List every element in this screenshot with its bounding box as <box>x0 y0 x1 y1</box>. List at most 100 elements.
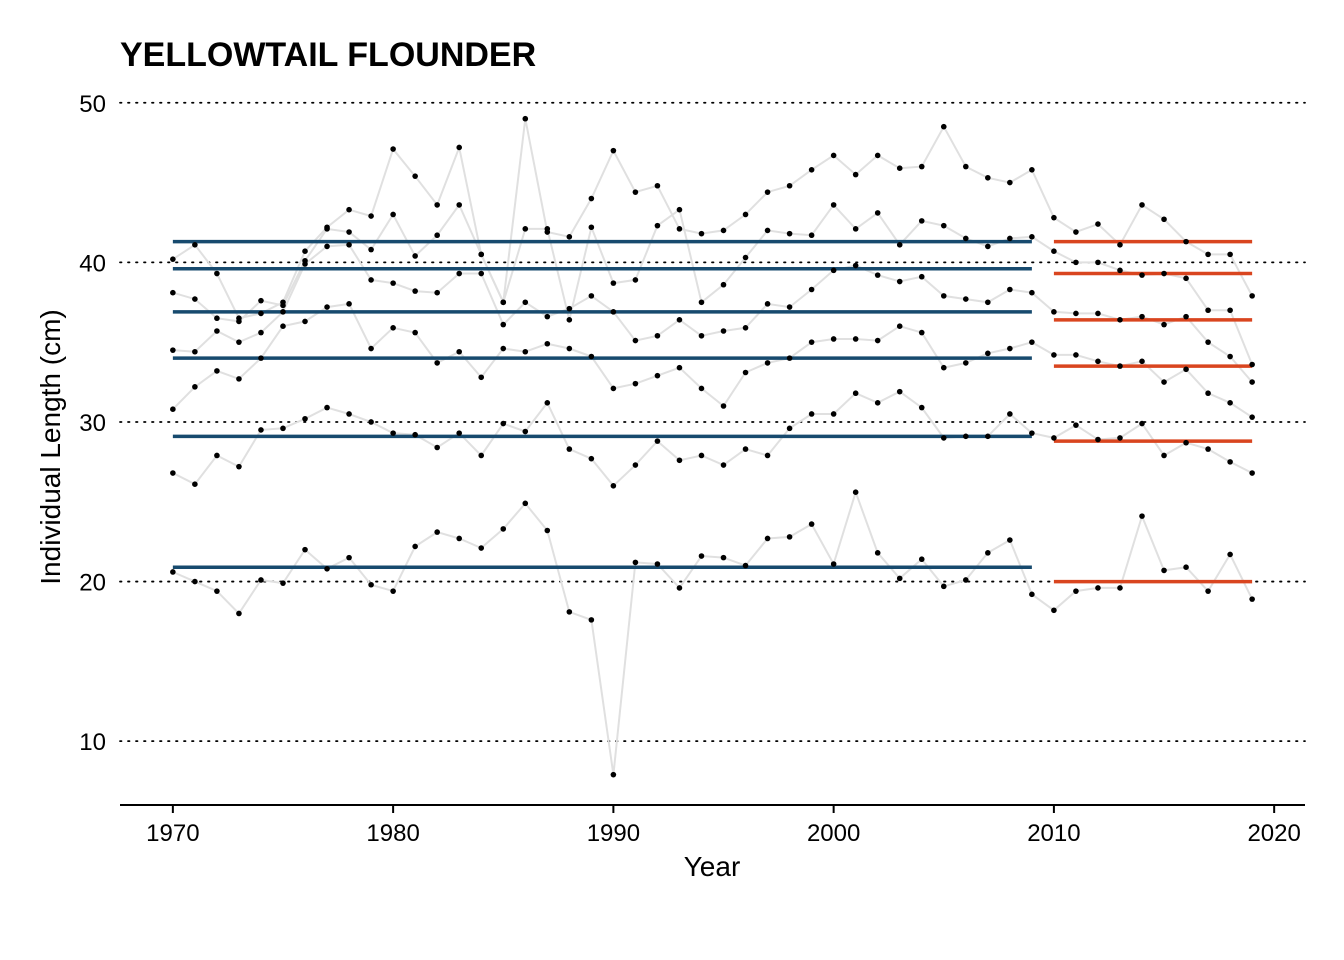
data-point-4-29 <box>808 232 815 239</box>
y-axis-label: Individual Length (cm) <box>35 309 66 584</box>
data-point-0-6 <box>302 546 308 553</box>
y-tick-label-1: 20 <box>79 570 106 597</box>
data-point-4-18 <box>566 317 573 323</box>
data-point-4-47 <box>1205 307 1211 314</box>
data-point-2-25 <box>720 403 727 409</box>
data-point-5-17 <box>544 229 551 235</box>
data-point-3-29 <box>808 286 815 293</box>
data-point-1-9 <box>368 419 374 425</box>
data-point-3-23 <box>676 317 683 323</box>
data-point-0-27 <box>764 535 771 542</box>
data-point-2-38 <box>1007 345 1013 352</box>
x-tick-label-4: 2010 <box>1027 820 1080 847</box>
data-point-1-19 <box>588 455 595 462</box>
data-point-2-37 <box>985 350 991 357</box>
data-point-0-34 <box>918 556 925 563</box>
data-point-2-5 <box>280 323 286 330</box>
data-point-2-4 <box>258 355 264 361</box>
data-point-0-7 <box>324 565 330 572</box>
data-point-4-36 <box>962 235 969 242</box>
data-point-1-37 <box>985 433 991 440</box>
data-point-2-9 <box>368 345 374 352</box>
data-point-1-41 <box>1073 422 1079 428</box>
data-point-3-48 <box>1227 353 1233 360</box>
series-line-0 <box>172 489 1253 775</box>
y-tick-label-0: 10 <box>79 729 106 756</box>
data-point-0-19 <box>588 617 595 623</box>
data-point-3-2 <box>214 328 220 334</box>
data-point-1-13 <box>456 430 463 436</box>
data-point-5-42 <box>1095 221 1101 227</box>
data-point-5-6 <box>302 248 308 254</box>
data-point-5-43 <box>1117 242 1123 248</box>
data-point-1-34 <box>918 404 925 411</box>
data-point-2-30 <box>830 336 837 342</box>
data-point-0-9 <box>368 581 374 588</box>
data-point-3-38 <box>1007 286 1013 293</box>
data-point-5-38 <box>1007 179 1013 186</box>
data-point-2-18 <box>566 345 573 352</box>
data-point-3-24 <box>698 332 705 339</box>
data-point-5-1 <box>192 242 198 248</box>
data-point-4-6 <box>302 257 308 264</box>
reference-lines <box>172 239 1253 584</box>
data-point-1-30 <box>830 411 837 417</box>
data-point-0-4 <box>258 577 264 583</box>
chart-title: YELLOWTAIL FLOUNDER <box>120 36 536 74</box>
data-point-5-16 <box>522 115 529 122</box>
data-point-1-1 <box>192 481 198 488</box>
data-point-4-28 <box>786 230 793 237</box>
data-point-2-32 <box>874 337 881 344</box>
data-point-2-16 <box>522 348 529 355</box>
data-point-3-19 <box>588 293 595 299</box>
data-point-5-30 <box>830 152 837 159</box>
data-point-4-8 <box>346 229 352 235</box>
data-point-1-44 <box>1139 420 1145 427</box>
data-point-0-10 <box>390 588 396 594</box>
data-point-5-20 <box>610 147 617 154</box>
data-point-3-41 <box>1073 310 1079 317</box>
data-point-0-24 <box>698 553 705 559</box>
data-point-2-6 <box>302 318 308 325</box>
data-point-5-36 <box>962 163 969 170</box>
data-point-3-47 <box>1205 339 1211 345</box>
data-point-3-5 <box>280 309 286 315</box>
data-point-3-44 <box>1139 313 1145 320</box>
data-point-2-21 <box>632 380 639 387</box>
y-tick-label-3: 40 <box>79 250 106 277</box>
data-point-2-41 <box>1073 352 1079 358</box>
data-point-3-15 <box>500 321 507 328</box>
series-line-3 <box>172 243 1253 383</box>
data-point-0-49 <box>1249 596 1255 602</box>
data-point-3-4 <box>258 329 264 336</box>
data-point-3-36 <box>962 296 969 302</box>
data-point-2-20 <box>610 385 617 392</box>
data-point-4-26 <box>742 254 749 261</box>
data-point-5-48 <box>1227 251 1233 258</box>
data-point-0-14 <box>478 545 485 551</box>
data-point-2-42 <box>1095 358 1101 365</box>
data-point-5-44 <box>1139 202 1145 208</box>
data-point-2-48 <box>1227 400 1233 406</box>
data-point-1-2 <box>214 452 220 459</box>
data-point-4-1 <box>192 296 198 302</box>
data-point-2-12 <box>434 360 440 366</box>
data-point-2-13 <box>456 348 463 355</box>
data-point-3-42 <box>1095 310 1101 317</box>
data-point-1-18 <box>566 446 573 452</box>
data-point-0-37 <box>985 550 991 556</box>
data-point-0-40 <box>1051 607 1057 614</box>
data-point-5-2 <box>214 270 220 277</box>
data-point-5-19 <box>588 195 595 202</box>
data-point-4-33 <box>896 242 903 248</box>
data-point-0-17 <box>544 527 551 534</box>
data-point-1-43 <box>1117 435 1123 441</box>
data-point-2-40 <box>1051 352 1057 358</box>
data-point-5-8 <box>346 206 352 213</box>
data-point-2-35 <box>940 364 947 371</box>
data-point-5-39 <box>1029 166 1035 173</box>
data-point-3-32 <box>874 272 881 278</box>
data-point-4-37 <box>985 243 991 250</box>
data-point-0-15 <box>500 526 507 532</box>
data-point-0-11 <box>412 543 418 550</box>
